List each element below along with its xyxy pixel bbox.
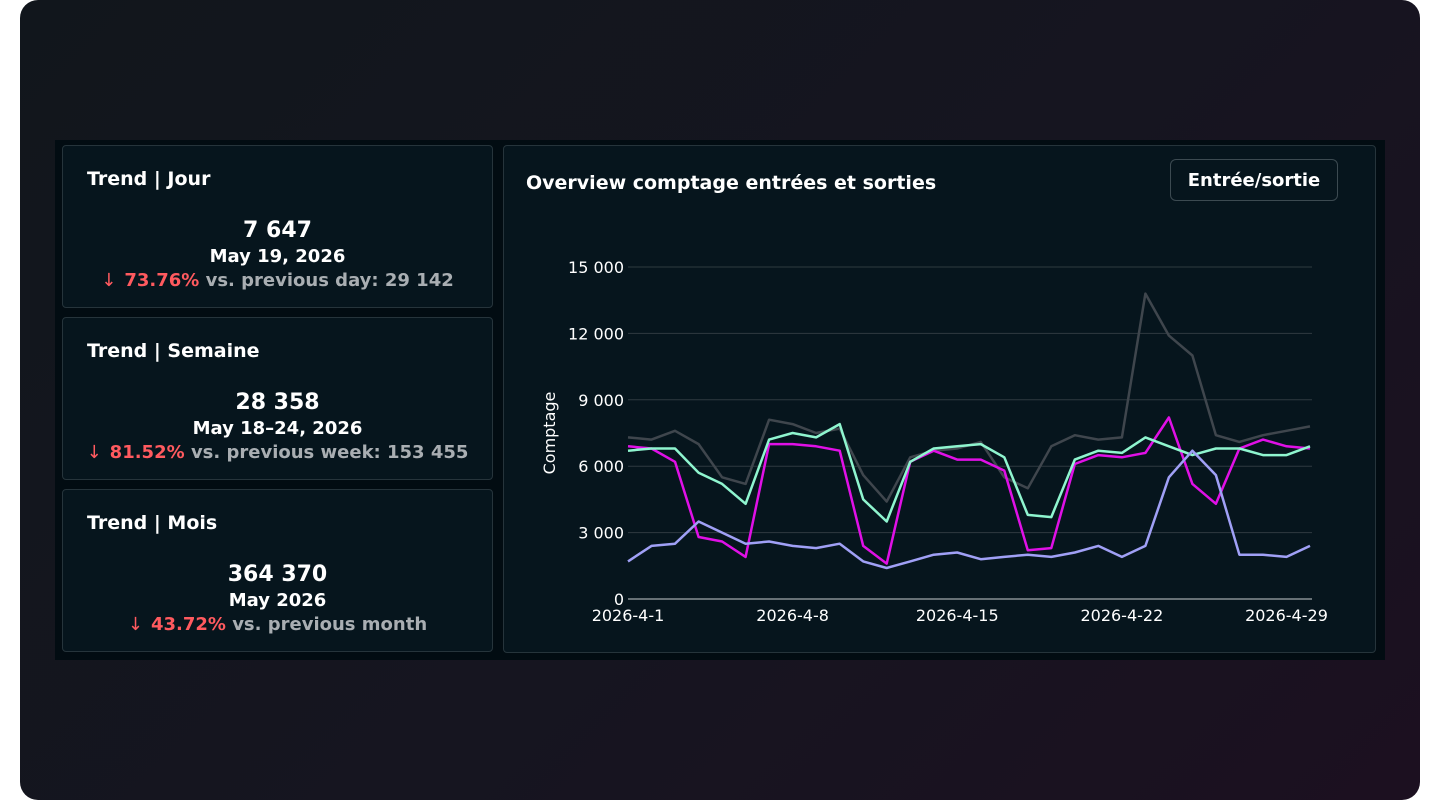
x-tick-label: 2026-4-15 — [916, 606, 999, 625]
y-tick-label: 6 000 — [578, 457, 624, 476]
trend-title: Trend | Jour — [87, 168, 211, 190]
trend-title: Trend | Semaine — [87, 340, 260, 362]
arrow-down-icon: ↓ — [127, 614, 143, 635]
trend-percentage: 73.76% — [124, 270, 200, 291]
trend-card-day: Trend | Jour 7 647 May 19, 2026 ↓ 73.76% … — [62, 145, 493, 308]
series-line-1 — [627, 292, 1311, 503]
trend-percentage: 81.52% — [109, 442, 185, 463]
trend-value: 364 370 — [227, 562, 328, 587]
trend-comparison-text: vs. previous day: 29 142 — [205, 270, 454, 291]
trend-period: May 18–24, 2026 — [192, 418, 363, 439]
x-tick-label: 2026-4-22 — [1080, 606, 1163, 625]
trend-comparison-text: vs. previous week: 153 455 — [190, 442, 469, 463]
line-chart: 0 3 000 6 000 9 000 12 000 15 000 2026-4-1 2026… — [540, 258, 1328, 625]
window-frame: Trend | Jour 7 647 May 19, 2026 ↓ 73.76% … — [20, 0, 1420, 800]
trend-comparison: ↓ 43.72% vs. previous month — [63, 614, 492, 635]
trend-value: 7 647 — [243, 218, 312, 243]
y-tick-label: 12 000 — [568, 324, 624, 343]
trend-comparison: ↓ 73.76% vs. previous day: 29 142 — [63, 270, 492, 291]
arrow-down-icon: ↓ — [101, 270, 117, 291]
dashboard: Trend | Jour 7 647 May 19, 2026 ↓ 73.76% … — [55, 140, 1385, 660]
trend-title: Trend | Mois — [87, 512, 218, 534]
y-tick-label: 3 000 — [578, 524, 624, 543]
trend-comparison: ↓ 81.52% vs. previous week: 153 455 — [63, 442, 492, 463]
chart-title: Overview comptage entrées et sorties — [526, 172, 937, 194]
trend-card-week: Trend | Semaine 28 358 May 18–24, 2026 ↓… — [62, 317, 493, 480]
trend-comparison-text: vs. previous month — [232, 614, 428, 635]
x-tick-label: 2026-4-29 — [1245, 606, 1328, 625]
trend-period: May 2026 — [228, 590, 327, 611]
series-line-2 — [627, 416, 1311, 565]
arrow-down-icon: ↓ — [86, 442, 102, 463]
y-tick-label: 9 000 — [578, 391, 624, 410]
series-line-4 — [627, 449, 1311, 570]
y-tick-label: 0 — [614, 590, 624, 609]
trend-card-month: Trend | Mois 364 370 May 2026 ↓ 43.72% vs… — [62, 489, 493, 652]
trend-percentage: 43.72% — [150, 614, 226, 635]
entry-exit-toggle-button[interactable]: Entrée/sortie — [1170, 159, 1338, 201]
trend-period: May 19, 2026 — [209, 246, 346, 267]
series-line-3 — [627, 422, 1311, 523]
x-tick-label: 2026-4-8 — [756, 606, 829, 625]
chart-card: Overview comptage entrées et sorties Ent… — [503, 145, 1376, 653]
y-tick-label: 15 000 — [568, 258, 624, 277]
x-tick-label: 2026-4-1 — [592, 606, 665, 625]
y-axis-label: Comptage — [540, 392, 559, 475]
trend-value: 28 358 — [235, 390, 320, 415]
